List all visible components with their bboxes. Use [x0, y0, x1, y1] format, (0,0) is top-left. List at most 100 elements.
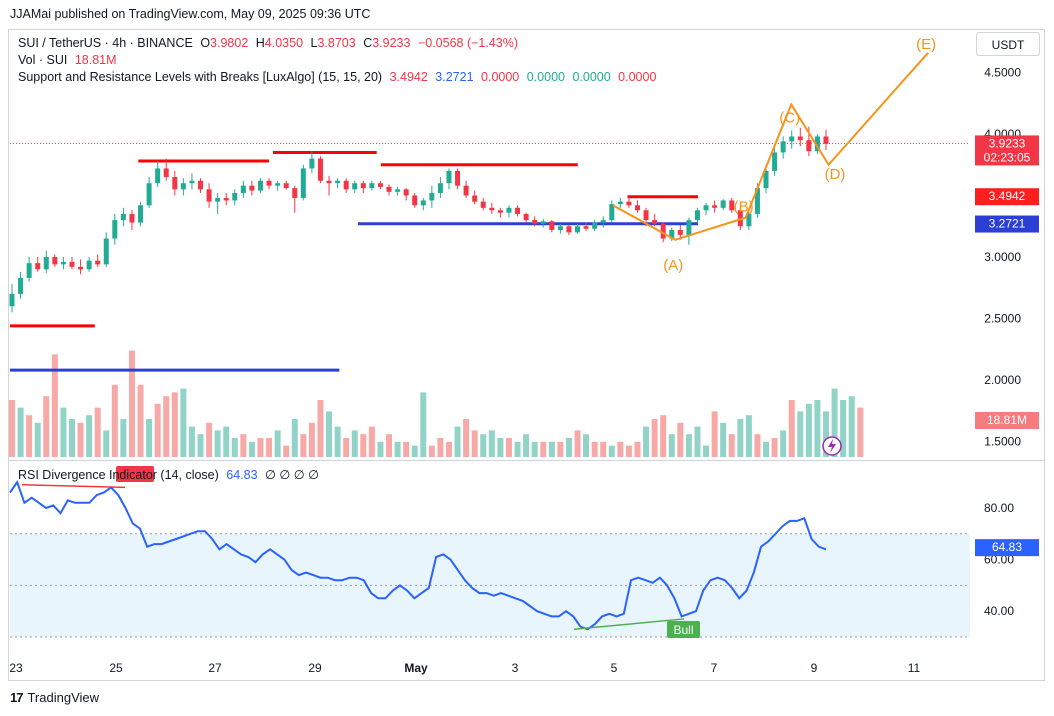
sr-value-2: 0.0000	[481, 70, 520, 84]
candle-body	[420, 200, 426, 206]
resistance-badge-box	[975, 188, 1039, 206]
candle-body	[283, 183, 289, 189]
volume-bar	[77, 422, 84, 457]
price-tick: 2.5000	[984, 312, 1021, 326]
volume-bar	[94, 407, 101, 457]
time-tick: 7	[711, 661, 718, 675]
volume-bar	[831, 388, 838, 457]
volume-bar	[617, 441, 624, 457]
candle-body	[712, 205, 718, 208]
tradingview-brand[interactable]: 17 TradingView	[10, 690, 99, 705]
candle-body	[583, 226, 589, 229]
rsi-label[interactable]: RSI Divergence Indicator (14, close)	[18, 468, 219, 482]
volume-bar	[60, 407, 67, 457]
resistance-badge-text: 3.4942	[989, 189, 1026, 203]
volume-bar	[634, 441, 641, 457]
volume-bar	[377, 441, 384, 457]
time-tick: May	[404, 661, 428, 675]
volume-bar	[788, 400, 795, 457]
volume-bar	[625, 445, 632, 457]
volume-bar	[283, 445, 290, 457]
time-tick: 29	[308, 661, 322, 675]
candle-body	[652, 220, 658, 224]
rsi-extra-values: ∅ ∅ ∅ ∅	[265, 468, 320, 482]
volume-bar	[137, 384, 144, 457]
volume-label[interactable]: Vol · SUI	[18, 53, 68, 67]
wave-label: (C)	[779, 109, 800, 126]
candle-body	[592, 222, 598, 229]
sr-label[interactable]: Support and Resistance Levels with Break…	[18, 70, 383, 84]
volume-bar	[703, 445, 710, 457]
bear-divergence-line	[21, 484, 126, 489]
candle-body	[523, 213, 529, 221]
volume-bar	[274, 430, 281, 457]
time-tick: 23	[9, 661, 23, 675]
candle-body	[506, 207, 512, 213]
wave-label: (B)	[734, 199, 754, 216]
volume-bar	[403, 441, 410, 457]
candle-body	[138, 205, 144, 223]
volume-bar	[540, 441, 547, 457]
candle-body	[18, 277, 24, 294]
candle-body	[634, 205, 640, 211]
volume-bar	[308, 422, 315, 457]
brand-name: TradingView	[27, 690, 100, 705]
volume-bar	[643, 426, 650, 457]
rsi-tick: 40.00	[984, 604, 1014, 618]
change-value: −0.0568 (−1.43%)	[417, 36, 519, 50]
volume-bar	[805, 403, 812, 457]
close-label: C	[363, 36, 373, 50]
symbol-legend: SUI / TetherUS · 4h · BINANCE O3.9802 H4…	[18, 36, 518, 50]
current-price-badge-text: 02:23:05	[984, 150, 1031, 164]
candle-body	[172, 177, 178, 190]
volume-bar	[103, 430, 110, 457]
volume-bar	[488, 430, 495, 457]
candle-body	[146, 183, 152, 206]
volume-bar	[231, 438, 238, 457]
rsi-value: 64.83	[226, 468, 258, 482]
candle-body	[369, 183, 375, 189]
volume-bar	[780, 430, 787, 457]
candle-body	[120, 213, 126, 221]
volume-bar	[523, 434, 530, 457]
sr-value-5: 0.0000	[618, 70, 657, 84]
candle-body	[78, 266, 84, 270]
volume-bar	[505, 438, 512, 457]
volume-bar	[471, 430, 478, 457]
volume-bar	[763, 441, 770, 457]
volume-bar	[557, 441, 564, 457]
sr-value-1: 3.2721	[435, 70, 474, 84]
candle-body	[669, 229, 675, 239]
bull-label-box	[667, 621, 700, 638]
volume-bar	[188, 426, 195, 457]
candle-body	[103, 238, 109, 265]
symbol-name[interactable]: SUI / TetherUS · 4h · BINANCE	[18, 36, 193, 50]
pane-divider[interactable]	[9, 460, 1044, 461]
candle-body	[789, 136, 795, 142]
volume-bar	[514, 441, 521, 457]
volume-bar	[394, 441, 401, 457]
candle-body	[309, 158, 315, 169]
volume-bar	[291, 419, 298, 457]
candle-body	[240, 185, 246, 194]
volume-bar	[128, 350, 135, 457]
price-tick: 4.5000	[984, 66, 1021, 80]
bull-label: Bull	[673, 623, 693, 637]
volume-bar	[146, 419, 153, 457]
currency-button[interactable]: USDT	[976, 32, 1040, 56]
candle-body	[129, 213, 135, 223]
candle-body	[266, 180, 272, 186]
volume-bar	[163, 396, 170, 457]
volume-bar	[531, 441, 538, 457]
volume-bar	[248, 441, 255, 457]
time-tick: 27	[208, 661, 222, 675]
volume-bar	[317, 400, 324, 457]
candle-body	[292, 188, 298, 198]
candle-body	[660, 223, 666, 239]
candle-body	[86, 260, 92, 270]
volume-bar	[600, 441, 607, 457]
candle-body	[198, 180, 204, 190]
volume-bar	[848, 396, 855, 457]
publisher-line: JJAMai published on TradingView.com, May…	[10, 7, 371, 21]
